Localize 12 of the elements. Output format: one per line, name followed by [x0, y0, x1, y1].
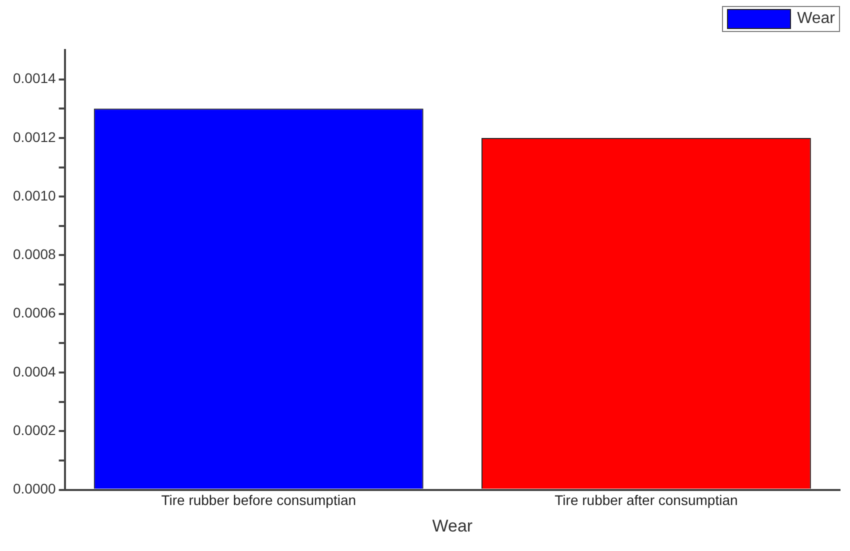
x-tick-label: Tire rubber after consumptian — [554, 492, 738, 508]
x-tick-label: Tire rubber before consumptian — [161, 492, 356, 508]
y-tick-label: 0.0004 — [12, 363, 56, 380]
text: Wear — [797, 10, 835, 28]
y-tick-label: 0.0014 — [12, 70, 56, 86]
y-tick-label: 0.0010 — [12, 187, 56, 204]
y-tick-label: 0.0012 — [12, 128, 56, 145]
y-tick-label: 0.0002 — [12, 422, 56, 438]
y-tick-label: 0.0006 — [12, 304, 56, 321]
y-tick-label: 0.0000 — [12, 480, 56, 497]
y-tick-label: 0.0008 — [12, 246, 56, 262]
x-axis-title: Wear — [432, 516, 473, 536]
